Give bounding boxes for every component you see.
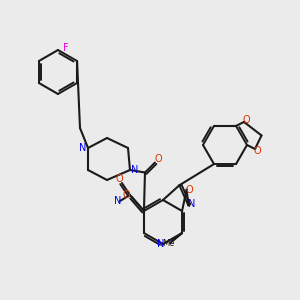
Text: O: O: [242, 115, 250, 125]
Text: O: O: [115, 174, 123, 184]
Text: N: N: [131, 165, 139, 175]
Text: N: N: [157, 239, 165, 249]
Text: N: N: [188, 200, 195, 209]
Text: O: O: [186, 185, 194, 196]
Text: Me: Me: [162, 239, 174, 248]
Text: O: O: [122, 190, 130, 200]
Text: N: N: [79, 143, 87, 153]
Text: O: O: [154, 154, 162, 164]
Text: N: N: [114, 196, 122, 206]
Text: F: F: [63, 43, 69, 53]
Text: O: O: [253, 146, 261, 156]
